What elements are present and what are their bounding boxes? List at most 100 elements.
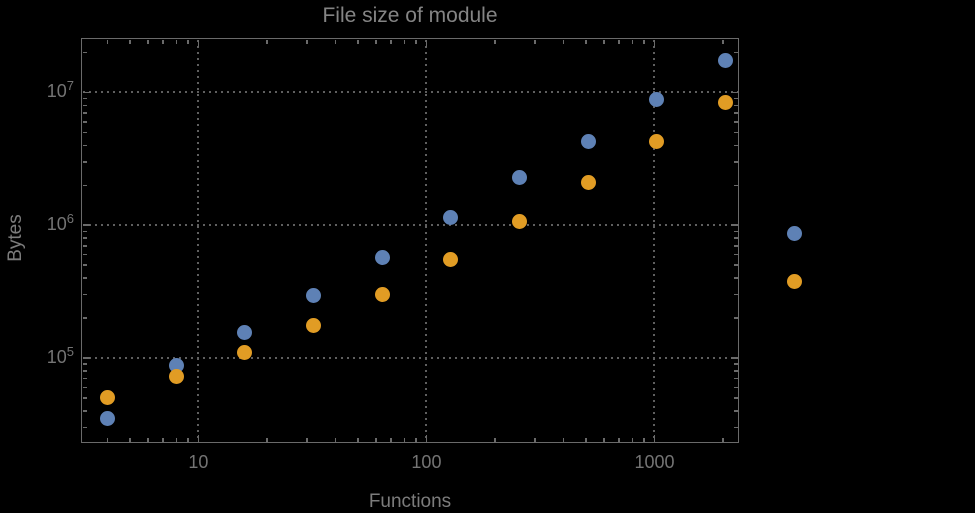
tick-mark (390, 438, 392, 442)
tick-mark (83, 397, 87, 399)
data-point-orange (512, 213, 528, 229)
tick-mark (83, 224, 90, 226)
tick-mark (266, 40, 268, 44)
y-tick-label: 105 (46, 344, 74, 367)
tick-mark (734, 277, 738, 279)
tick-mark (585, 438, 587, 442)
tick-mark (403, 438, 406, 442)
x-tick-label: 1000 (634, 452, 675, 472)
tick-mark (734, 144, 738, 147)
tick-mark (585, 40, 587, 44)
tick-mark (731, 224, 738, 226)
tick-mark (83, 386, 87, 389)
tick-mark (390, 40, 392, 44)
tick-mark (83, 253, 87, 256)
tick-mark (83, 51, 87, 54)
tick-mark (129, 438, 131, 442)
tick-mark (334, 40, 337, 44)
tick-mark (106, 438, 109, 442)
tick-mark (83, 121, 87, 123)
data-point-orange (443, 251, 459, 267)
tick-mark (631, 438, 634, 442)
tick-mark (83, 91, 90, 94)
data-point-blue (237, 325, 253, 341)
tick-mark (734, 370, 738, 372)
tick-mark (734, 104, 738, 107)
tick-mark (722, 438, 724, 442)
tick-mark (83, 104, 87, 107)
tick-mark (306, 40, 308, 44)
tick-mark (643, 40, 645, 44)
x-gridline (653, 40, 656, 442)
tick-mark (266, 438, 268, 442)
tick-mark (731, 357, 738, 359)
tick-mark (83, 377, 87, 380)
x-gridline (425, 40, 428, 442)
tick-mark (83, 131, 87, 134)
tick-mark (357, 438, 359, 442)
data-point-orange (306, 317, 322, 333)
y-tick-label: 106 (46, 211, 74, 235)
tick-mark (83, 317, 87, 319)
tick-mark (306, 438, 308, 442)
tick-mark (734, 97, 738, 100)
tick-mark (734, 245, 738, 247)
data-point-orange (100, 390, 116, 406)
tick-mark (162, 438, 164, 442)
x-tick-label: 100 (411, 452, 442, 472)
tick-mark (603, 40, 605, 44)
data-point-blue (443, 209, 459, 225)
tick-mark (731, 91, 738, 94)
tick-mark (734, 184, 738, 187)
tick-mark (83, 363, 87, 365)
data-point-orange (237, 345, 253, 360)
data-point-orange (717, 95, 733, 111)
tick-mark (494, 438, 496, 442)
tick-mark (106, 40, 109, 44)
tick-mark (147, 40, 149, 44)
tick-mark (357, 40, 359, 44)
y-gridline (83, 224, 738, 227)
chart-title: File size of module (322, 4, 498, 27)
tick-mark (403, 40, 406, 44)
x-gridline (197, 40, 200, 442)
tick-mark (83, 144, 87, 147)
tick-mark (653, 435, 656, 442)
tick-mark (494, 40, 496, 44)
tick-mark (734, 121, 738, 123)
tick-mark (734, 377, 738, 380)
x-tick-label: 10 (188, 452, 209, 472)
tick-mark (83, 237, 87, 239)
tick-mark (83, 264, 87, 266)
data-point-blue (100, 411, 116, 427)
tick-mark (734, 264, 738, 266)
data-point-orange (786, 273, 802, 289)
tick-mark (734, 112, 738, 114)
tick-mark (618, 40, 620, 44)
tick-mark (603, 438, 605, 442)
x-axis-label: Functions (368, 491, 452, 512)
y-tick-label: 107 (46, 78, 74, 102)
tick-mark (631, 40, 634, 44)
tick-mark (175, 40, 178, 44)
tick-mark (734, 51, 738, 54)
tick-mark (734, 317, 738, 319)
tick-mark (83, 112, 87, 114)
data-point-blue (306, 288, 322, 304)
tick-mark (415, 40, 417, 44)
data-point-blue (580, 133, 596, 149)
data-point-blue (512, 169, 528, 185)
tick-mark (83, 97, 87, 100)
data-point-orange (649, 134, 665, 150)
tick-mark (734, 397, 738, 399)
tick-mark (129, 40, 131, 44)
tick-mark (534, 438, 536, 442)
tick-mark (83, 426, 87, 429)
tick-mark (197, 40, 200, 47)
tick-mark (83, 277, 87, 279)
tick-mark (415, 438, 417, 442)
tick-mark (334, 438, 337, 442)
tick-mark (83, 245, 87, 247)
tick-mark (162, 40, 164, 44)
data-point-orange (168, 368, 184, 384)
